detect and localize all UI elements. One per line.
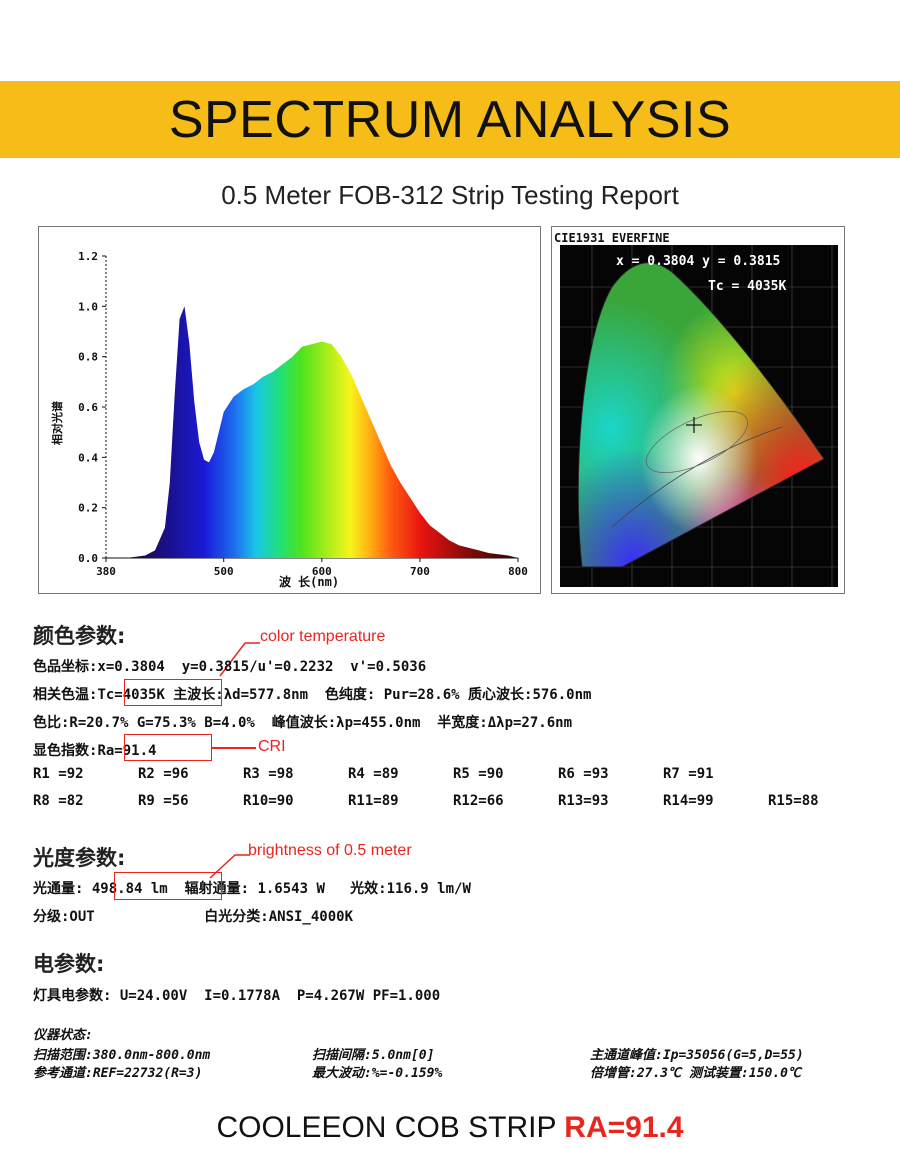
ri-value: R6 =93 <box>558 766 609 782</box>
cri-row: 显色指数:Ra=91.4 <box>33 740 156 760</box>
cie-label: CIE1931 EVERFINE <box>554 231 670 245</box>
cri-value: Ra=91.4 <box>97 743 157 759</box>
y-tick-label: 0.8 <box>78 351 98 364</box>
cct-row: 相关色温:Tc=4035K 主波长:λd=577.8nm 色纯度: Pur=28… <box>33 684 591 704</box>
annotation-color-temperature: color temperature <box>260 628 386 645</box>
cie-chromaticity-diagram: CIE1931 EVERFINE x = 0.3804 y = 0.3815 T… <box>551 226 845 594</box>
annotation-leader-brightness <box>209 854 250 879</box>
spectrum-area <box>106 306 518 558</box>
ri-value: R12=66 <box>453 793 504 809</box>
luminous-flux-value: 498.84 lm <box>91 881 168 897</box>
annotation-brightness: brightness of 0.5 meter <box>248 842 412 859</box>
scan-range: 扫描范围:380.0nm-800.0nm <box>33 1048 211 1063</box>
radiant-flux-efficacy: 辐射通量: 1.6543 W 光效:116.9 lm/W <box>167 881 471 897</box>
luminous-flux-row: 光通量: 498.84 lm 辐射通量: 1.6543 W 光效:116.9 l… <box>33 878 471 898</box>
footer-caption: COOLEEON COB STRIP RA=91.4 <box>0 1111 900 1145</box>
cie-xy-readout: x = 0.3804 y = 0.3815 <box>616 254 780 269</box>
chromaticity-point-marker <box>686 417 702 433</box>
cri-highlight-box <box>124 734 212 761</box>
cie-label-bg <box>552 229 708 245</box>
spectral-locus <box>577 262 825 568</box>
spectrum-chart: 0.0 0.2 0.4 0.6 0.8 1.0 1.2 380 500 600 700 800 相对光… <box>38 226 541 594</box>
electrical-heading: 电参数: <box>33 952 105 976</box>
y-tick-label: 0.0 <box>78 552 98 565</box>
classification-row: 分级:OUT 白光分类:ANSI_4000K <box>33 909 354 925</box>
title-banner <box>0 81 900 158</box>
x-tick-label: 700 <box>410 565 430 578</box>
ri-value: R9 =56 <box>138 793 189 809</box>
color-ratio-row: 色比:R=20.7% G=75.3% B=4.0% 峰值波长:λp=455.0n… <box>33 715 573 731</box>
x-axis-label: 波 长(nm) <box>279 574 339 589</box>
ri-value: R15=88 <box>768 793 819 809</box>
ri-value: R8 =82 <box>33 793 84 809</box>
ri-value: R14=99 <box>663 793 714 809</box>
ri-value: R11=89 <box>348 793 399 809</box>
ri-value: R5 =90 <box>453 766 504 782</box>
luminous-flux-highlight-box <box>114 872 222 900</box>
photometric-heading: 光度参数: <box>33 846 126 870</box>
footer-ra-highlight: RA=91.4 <box>564 1111 684 1144</box>
annotation-cri: CRI <box>258 738 286 755</box>
x-tick-label: 500 <box>214 565 234 578</box>
luminous-flux-label: 光通量: <box>33 881 84 897</box>
spectrum-chart-svg: 0.0 0.2 0.4 0.6 0.8 1.0 1.2 380 500 600 700 800 相对光… <box>50 250 528 589</box>
scan-interval: 扫描间隔:5.0nm[0] <box>312 1048 435 1063</box>
cct-label: 相关色温: <box>33 687 98 703</box>
page-subtitle: 0.5 Meter FOB-312 Strip Testing Report <box>221 180 679 210</box>
ri-value: R10=90 <box>243 793 294 809</box>
ri-value: R1 =92 <box>33 766 84 782</box>
y-tick-label: 0.6 <box>78 401 98 414</box>
y-tick-label: 1.0 <box>78 300 98 313</box>
cct-highlight-box <box>124 679 222 706</box>
cie-svg: CIE1931 EVERFINE x = 0.3804 y = 0.3815 T… <box>552 229 838 587</box>
y-tick-label: 0.2 <box>78 502 98 515</box>
cri-label: 显色指数: <box>33 743 98 759</box>
footer-text: COOLEEON COB STRIP <box>216 1111 565 1144</box>
main-channel-peak: 主通道峰值:Ip=35056(G=5,D=55) <box>590 1048 804 1063</box>
pmt-temperature: 倍增管:27.3℃ 测试装置:150.0℃ <box>590 1066 801 1081</box>
instrument-heading: 仪器状态: <box>33 1028 93 1043</box>
ri-value: R7 =91 <box>663 766 714 782</box>
y-tick-label: 0.4 <box>78 451 98 464</box>
x-tick-label: 380 <box>96 565 116 578</box>
chromaticity-row: 色品坐标:x=0.3804 y=0.3815/u'=0.2232 v'=0.50… <box>33 659 427 675</box>
ri-value: R4 =89 <box>348 766 399 782</box>
color-params-heading: 颜色参数: <box>33 624 126 648</box>
ri-value: R2 =96 <box>138 766 189 782</box>
annotation-leader-cri <box>212 747 256 749</box>
ri-value: R13=93 <box>558 793 609 809</box>
page-title: SPECTRUM ANALYSIS <box>168 91 732 149</box>
max-fluctuation: 最大波动:%=-0.159% <box>312 1066 443 1081</box>
y-tick-label: 1.2 <box>78 250 98 263</box>
ri-value: R3 =98 <box>243 766 294 782</box>
annotation-leader-color-temp <box>219 642 260 677</box>
y-axis-label: 相对光谱 <box>50 401 64 445</box>
electrical-row: 灯具电参数: U=24.00V I=0.1778A P=4.267W PF=1.… <box>33 988 441 1004</box>
cie-tc-readout: Tc = 4035K <box>708 279 786 294</box>
x-tick-label: 800 <box>508 565 528 578</box>
dominant-wavelength: 主波长:λd=577.8nm 色纯度: Pur=28.6% 质心波长:576.0… <box>164 687 592 703</box>
cct-value: Tc=4035K <box>97 687 165 703</box>
reference-channel: 参考通道:REF=22732(R=3) <box>33 1066 203 1081</box>
x-tick-label: 600 <box>312 565 332 578</box>
